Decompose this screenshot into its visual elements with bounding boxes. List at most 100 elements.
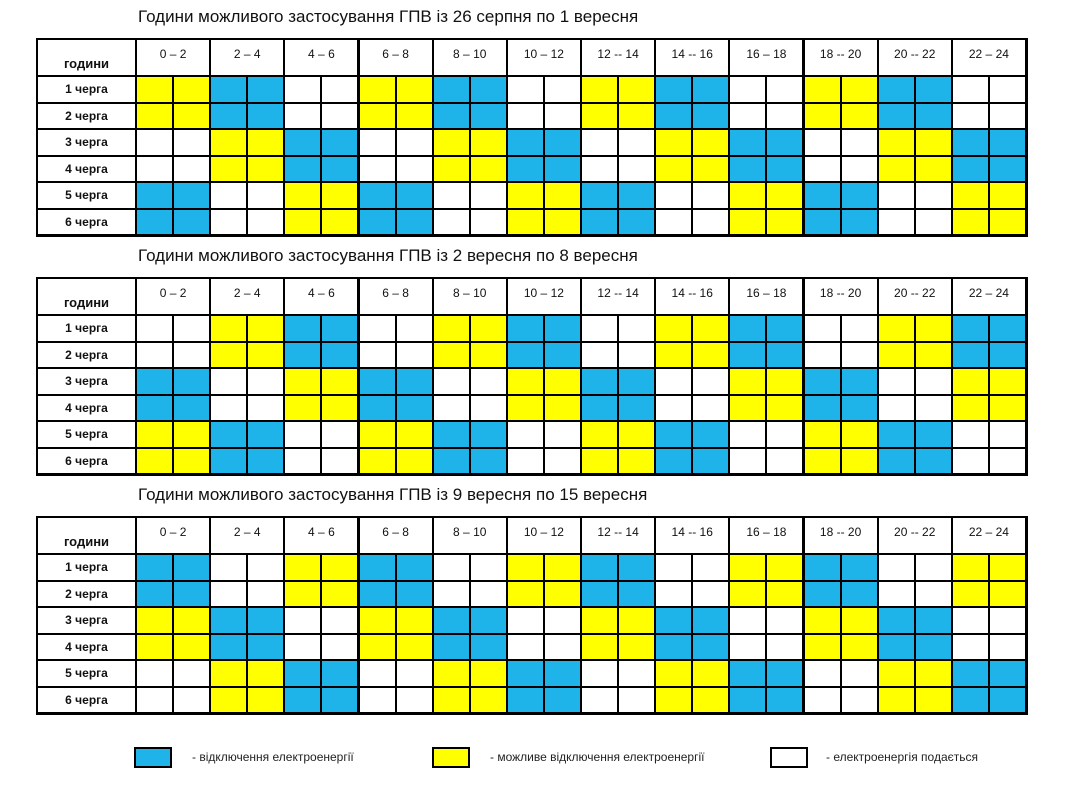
hour-cell [359,422,395,447]
hour-cell [989,369,1025,394]
hour-cell [470,661,506,686]
hour-cell [396,555,432,580]
hour-cell [878,183,914,208]
hour-header: 18 -- 20 [804,518,877,553]
hour-cell [767,130,803,155]
hour-cell [952,448,988,473]
queue-label: 2 черга [38,103,135,128]
hour-cell [619,634,655,659]
hour-cell [470,634,506,659]
hour-cell [211,369,247,394]
hour-cell [137,661,173,686]
hour-cell [248,316,284,341]
hour-cell [359,555,395,580]
hour-header: 16 – 18 [730,518,803,553]
hour-cell [507,316,543,341]
hour-cell [582,448,618,473]
hour-cell [804,316,840,341]
hour-header: 2 – 4 [211,518,284,553]
hour-cell [359,156,395,181]
hour-cell [248,422,284,447]
hour-cell [544,103,580,128]
hour-cell [841,77,877,102]
hour-cell [359,581,395,606]
hour-cell [915,555,951,580]
hour-cell [359,395,395,420]
corner-header: години [38,40,135,75]
hour-cell [841,395,877,420]
hour-cell [470,448,506,473]
hour-cell [433,103,469,128]
queue-label: 3 черга [38,369,135,394]
hour-cell [507,395,543,420]
hour-cell [693,395,729,420]
hour-cell [841,130,877,155]
hour-cell [433,77,469,102]
hour-cell [359,608,395,633]
hour-cell [507,555,543,580]
hour-cell [767,422,803,447]
hour-header: 8 – 10 [433,40,506,75]
hour-cell [619,316,655,341]
hour-cell [656,422,692,447]
hour-cell [174,130,210,155]
hour-cell [656,661,692,686]
hour-cell [619,369,655,394]
hour-cell [841,661,877,686]
hour-cell [248,448,284,473]
hour-cell [174,183,210,208]
hour-cell [841,316,877,341]
hour-cell [656,77,692,102]
hour-cell [693,130,729,155]
hour-header: 20 -- 22 [878,279,951,314]
hour-cell [322,316,358,341]
hour-cell [989,77,1025,102]
hour-cell [137,581,173,606]
hour-cell [248,634,284,659]
hour-cell [470,342,506,367]
hour-cell [285,130,321,155]
hour-cell [952,369,988,394]
hour-cell [544,342,580,367]
hour-cell [767,209,803,234]
hour-cell [359,687,395,712]
legend-label: - електроенергія подається [826,750,978,764]
hour-cell [248,130,284,155]
hour-cell [804,448,840,473]
hour-cell [952,687,988,712]
hour-cell [730,661,766,686]
hour-cell [730,130,766,155]
hour-cell [211,581,247,606]
hour-cell [470,316,506,341]
hour-cell [211,634,247,659]
hour-cell [730,77,766,102]
queue-label: 1 черга [38,77,135,102]
hour-cell [211,687,247,712]
hour-cell [989,209,1025,234]
hour-header: 22 – 24 [952,40,1025,75]
hour-cell [174,103,210,128]
hour-cell [841,156,877,181]
hour-header: 20 -- 22 [878,40,951,75]
hour-cell [285,77,321,102]
hour-cell [174,369,210,394]
hour-cell [433,209,469,234]
hour-cell [507,156,543,181]
hour-cell [359,209,395,234]
hour-cell [174,422,210,447]
hour-cell [322,209,358,234]
hour-header: 16 – 18 [730,279,803,314]
hour-cell [730,634,766,659]
hour-cell [767,608,803,633]
hour-cell [841,555,877,580]
hour-cell [989,103,1025,128]
hour-header: 18 -- 20 [804,40,877,75]
hour-cell [656,687,692,712]
hour-cell [359,634,395,659]
hour-cell [137,130,173,155]
hour-cell [211,555,247,580]
hour-cell [433,422,469,447]
hour-cell [952,103,988,128]
